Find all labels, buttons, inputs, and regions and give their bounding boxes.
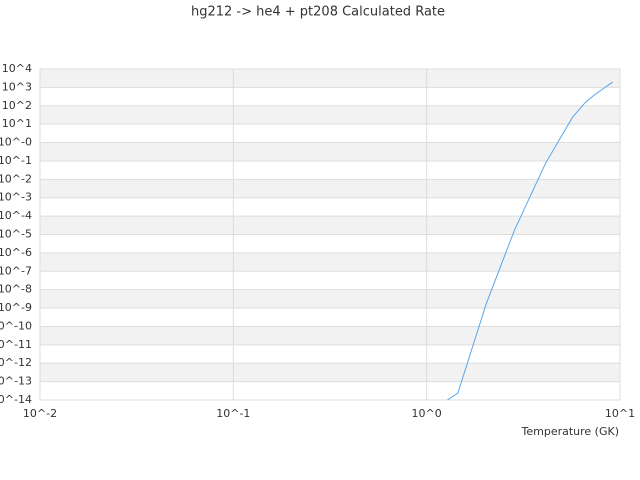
band <box>40 252 620 272</box>
y-tick-label: 10^-11 <box>0 338 32 351</box>
y-tick-label: 10^-1 <box>0 154 32 167</box>
x-tick-label: 10^-1 <box>216 407 250 420</box>
band <box>40 105 620 125</box>
x-tick-label: 10^0 <box>412 407 442 420</box>
y-tick-label: 10^2 <box>2 99 32 112</box>
y-tick-label: 10^1 <box>2 117 32 130</box>
x-axis-label: Temperature (GK) <box>521 425 620 438</box>
x-tick-label: 10^-2 <box>23 407 57 420</box>
band <box>40 216 620 235</box>
y-tick-label: 10^-5 <box>0 228 32 241</box>
y-tick-label: 10^-12 <box>0 356 32 369</box>
band <box>40 69 620 88</box>
y-tick-label: 10^-6 <box>0 246 32 259</box>
band <box>40 363 620 382</box>
y-tick-label: 10^-13 <box>0 375 32 388</box>
y-tick-label: 10^-14 <box>0 393 32 406</box>
y-tick-label: 10^-4 <box>0 209 32 222</box>
data-line <box>447 81 614 400</box>
y-tick-label: 10^-9 <box>0 301 32 314</box>
band <box>40 142 620 161</box>
band <box>40 326 620 345</box>
band <box>40 289 620 309</box>
bands <box>40 69 620 382</box>
x-tick-label: 10^1 <box>605 407 635 420</box>
chart-title: hg212 -> he4 + pt208 Calculated Rate <box>191 5 445 20</box>
grid <box>39 68 621 401</box>
y-tick-label: 10^-7 <box>0 264 32 277</box>
y-tick-label: 10^-3 <box>0 191 32 204</box>
y-tick-label: 10^4 <box>2 62 32 75</box>
band <box>40 179 620 198</box>
y-tick-label: 10^3 <box>2 80 32 93</box>
y-tick-label: 10^-0 <box>0 136 32 149</box>
y-tick-label: 10^-10 <box>0 319 32 332</box>
y-tick-label: 10^-2 <box>0 172 32 185</box>
y-tick-label: 10^-8 <box>0 283 32 296</box>
